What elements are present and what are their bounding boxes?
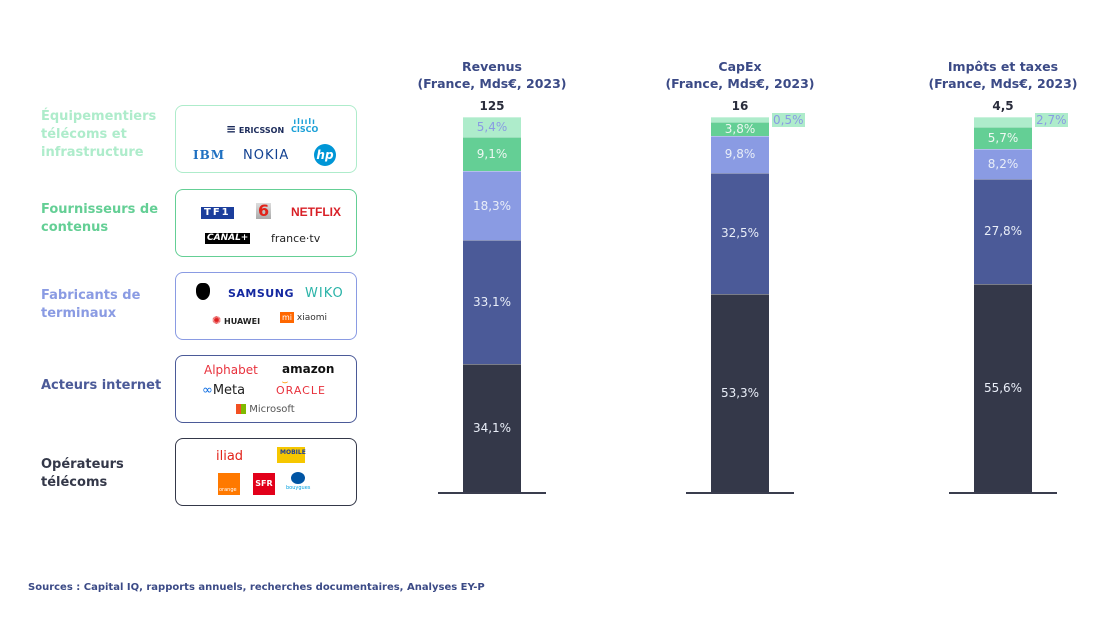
chart-title: Revenus (France, Mds€, 2023) — [417, 59, 567, 91]
bar-segment-label: 9,1% — [476, 147, 508, 162]
bar-segment-operateurs — [711, 293, 769, 492]
logo-box-equipementiers: ≡ ERICSSON ılıılı CISCO IBM NOKIA hp — [175, 105, 357, 173]
ericsson-logo: ≡ ERICSSON — [226, 122, 285, 136]
logo-box-contenus: TF1 6 NETFLIX CANAL+ france·tv — [175, 189, 357, 257]
la-poste-mobile-logo: MOBILE — [277, 447, 306, 463]
xiaomi-logo: mi xiaomi — [280, 312, 328, 323]
logo-box-operateurs: iliad MOBILE orange SFR bouygues — [175, 438, 357, 506]
bar-segment-terminaux — [463, 171, 521, 240]
alphabet-logo: Alphabet — [204, 363, 258, 377]
legend-label-terminaux: Fabricants de terminaux — [41, 288, 141, 321]
bar-segment-terminaux — [974, 148, 1032, 180]
microsoft-logo: Microsoft — [236, 404, 295, 415]
bar-segment-terminaux — [711, 136, 769, 173]
orange-logo: orange — [218, 473, 240, 495]
chart-baseline — [438, 492, 546, 494]
sfr-logo: SFR — [253, 473, 275, 495]
chart-baseline — [949, 492, 1057, 494]
bar-segment-label: 55,6% — [983, 380, 1023, 395]
legend-label-equipementiers: Équipementiers télécoms et infrastructur… — [41, 109, 157, 160]
bar-segment-equipementiers — [974, 117, 1032, 128]
bar-segment-contenus — [711, 121, 769, 137]
bar-segment-internet — [463, 240, 521, 365]
logo-box-internet: Alphabet amazon ⌣ ∞Meta ORACLE Microsoft — [175, 355, 357, 423]
bar-segment-label: 2,7% — [1035, 113, 1068, 127]
iliad-logo: iliad — [216, 449, 244, 464]
bar-segment-label: 9,8% — [724, 147, 756, 162]
logo-box-terminaux: SAMSUNG WIKO ✺ HUAWEI mi xiaomi — [175, 272, 357, 340]
bar-segment-label: 27,8% — [983, 224, 1023, 239]
huawei-logo: ✺ HUAWEI — [212, 314, 261, 327]
bar-total-label: 4,5 — [992, 99, 1014, 113]
chart-baseline — [686, 492, 794, 494]
bar-total-label: 16 — [731, 99, 749, 113]
bar-segment-label: 3,8% — [724, 122, 756, 137]
bar-segment-label: 8,2% — [987, 156, 1019, 171]
legend-label-operateurs: Opérateurs télécoms — [41, 457, 124, 490]
canal-plus-logo: CANAL+ — [205, 233, 251, 244]
legend-label-internet: Acteurs internet — [41, 378, 162, 393]
cisco-logo: ılıılı CISCO — [291, 117, 319, 134]
amazon-logo: amazon ⌣ — [282, 362, 335, 388]
bar-segment-label: 34,1% — [472, 421, 512, 436]
bar-segment-label: 5,7% — [987, 130, 1019, 145]
bar-segment-internet — [974, 179, 1032, 284]
netflix-logo: NETFLIX — [291, 205, 341, 219]
tf1-logo: TF1 — [201, 207, 234, 219]
bar-segment-contenus — [463, 137, 521, 172]
meta-logo: ∞Meta — [202, 383, 246, 398]
bar-segment-internet — [711, 172, 769, 294]
bar-segment-label: 53,3% — [720, 385, 760, 400]
m6-logo: 6 — [256, 201, 272, 220]
ibm-logo: IBM — [193, 148, 226, 162]
chart-title: CapEx (France, Mds€, 2023) — [665, 59, 815, 91]
bar-segment-equipementiers — [463, 117, 521, 138]
wiko-logo: WIKO — [305, 286, 344, 301]
bar-segment-label: 5,4% — [476, 120, 508, 135]
bar-segment-equipementiers — [711, 117, 769, 122]
bar-segment-label: 33,1% — [472, 295, 512, 310]
france-tv-logo: france·tv — [271, 232, 321, 245]
samsung-logo: SAMSUNG — [228, 287, 294, 300]
bouygues-logo: bouygues — [286, 472, 310, 491]
bar-segment-label: 32,5% — [720, 226, 760, 241]
sources-footnote: Sources : Capital IQ, rapports annuels, … — [28, 582, 485, 593]
bar-segment-label: 18,3% — [472, 198, 512, 213]
oracle-logo: ORACLE — [276, 384, 326, 397]
bar-total-label: 125 — [479, 99, 505, 113]
legend-label-contenus: Fournisseurs de contenus — [41, 202, 159, 235]
chart-title: Impôts et taxes (France, Mds€, 2023) — [928, 59, 1078, 91]
bar-segment-operateurs — [463, 364, 521, 492]
bar-segment-operateurs — [974, 283, 1032, 492]
nokia-logo: NOKIA — [243, 148, 290, 163]
apple-logo — [196, 283, 210, 300]
bar-segment-label: 0,5% — [772, 113, 805, 127]
bar-segment-contenus — [974, 127, 1032, 149]
hp-logo: hp — [314, 144, 336, 166]
